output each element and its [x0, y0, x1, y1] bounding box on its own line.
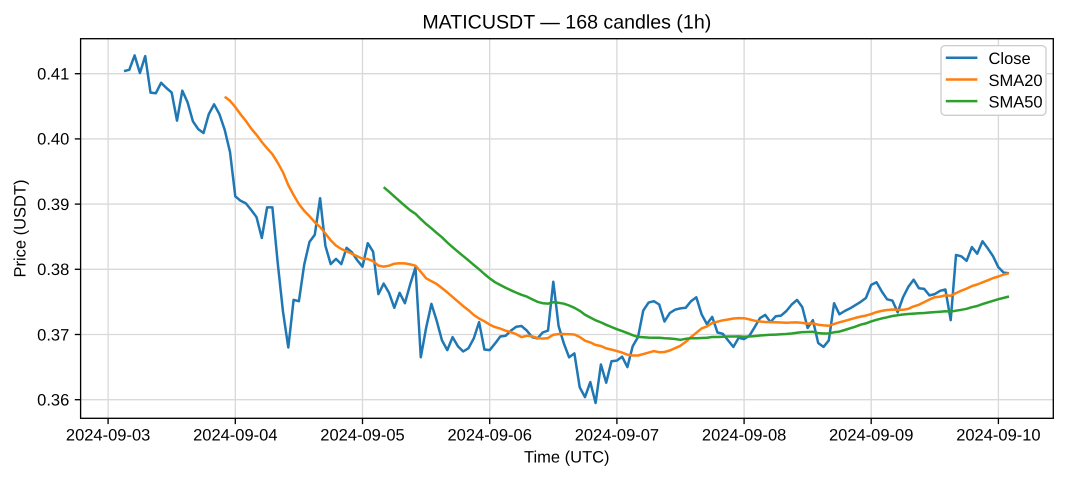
svg-text:2024-09-05: 2024-09-05	[320, 427, 404, 445]
svg-text:2024-09-04: 2024-09-04	[193, 427, 277, 445]
svg-text:0.37: 0.37	[37, 326, 69, 344]
svg-text:2024-09-07: 2024-09-07	[575, 427, 659, 445]
svg-text:0.38: 0.38	[37, 261, 69, 279]
svg-text:0.36: 0.36	[37, 392, 69, 410]
svg-text:Price (USDT): Price (USDT)	[12, 179, 30, 277]
svg-text:0.40: 0.40	[37, 131, 69, 149]
svg-text:0.39: 0.39	[37, 196, 69, 214]
svg-text:MATICUSDT — 168 candles (1h): MATICUSDT — 168 candles (1h)	[422, 12, 711, 34]
svg-text:2024-09-06: 2024-09-06	[447, 427, 531, 445]
svg-text:SMA20: SMA20	[989, 72, 1043, 90]
svg-text:Close: Close	[989, 50, 1031, 68]
svg-text:0.41: 0.41	[37, 66, 69, 84]
svg-text:2024-09-03: 2024-09-03	[66, 427, 150, 445]
svg-text:2024-09-08: 2024-09-08	[702, 427, 786, 445]
svg-text:Time (UTC): Time (UTC)	[524, 449, 610, 467]
svg-text:2024-09-09: 2024-09-09	[829, 427, 913, 445]
svg-text:SMA50: SMA50	[989, 94, 1043, 112]
svg-text:2024-09-10: 2024-09-10	[956, 427, 1040, 445]
